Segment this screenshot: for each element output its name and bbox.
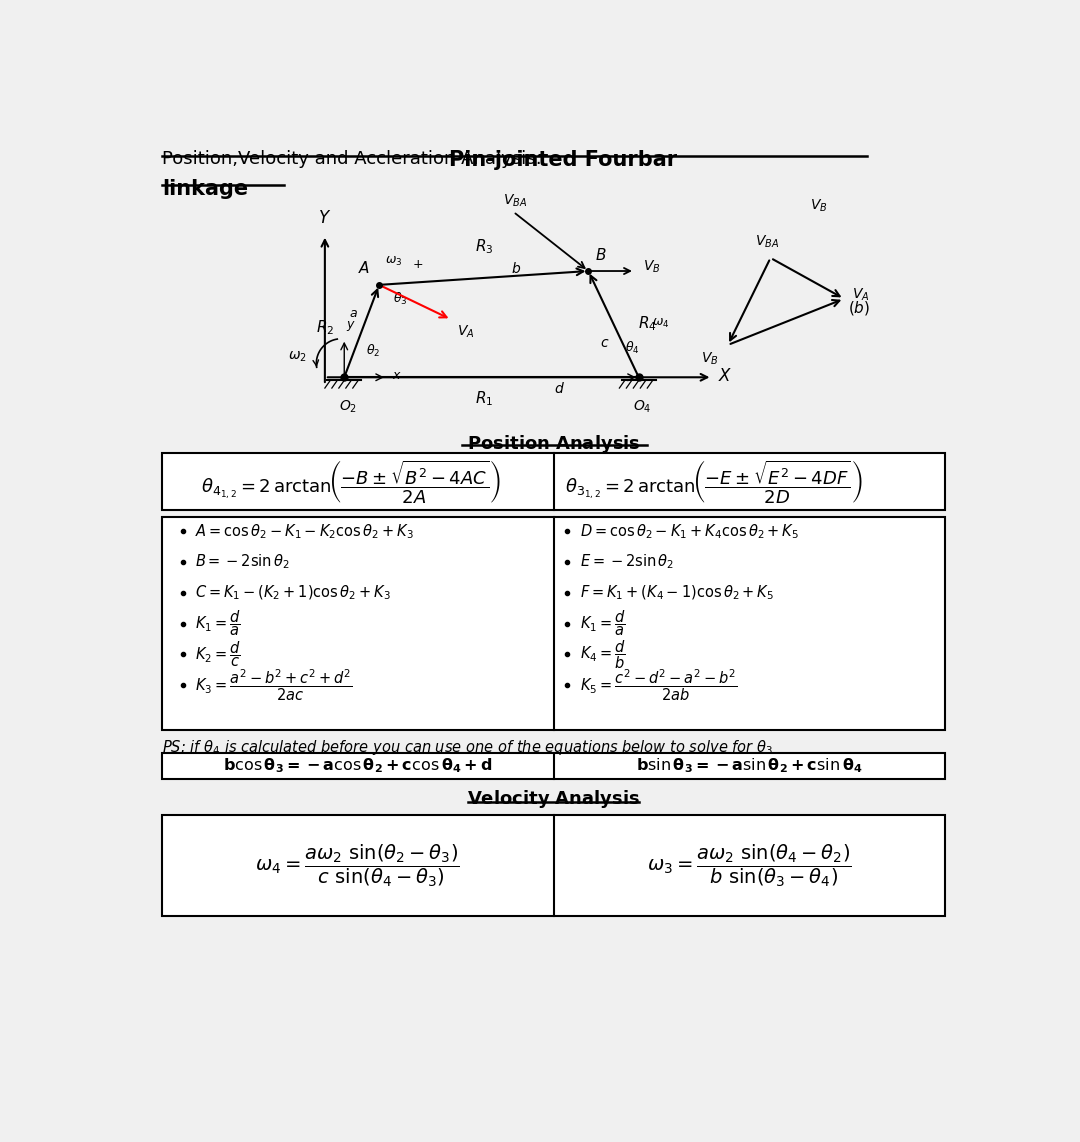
Text: $B = -2\sin\theta_2$: $B = -2\sin\theta_2$	[195, 553, 291, 571]
Text: $K_1 = \dfrac{d}{a}$: $K_1 = \dfrac{d}{a}$	[195, 609, 241, 638]
Bar	[162, 452, 945, 509]
Text: $V_B$: $V_B$	[643, 259, 660, 275]
Text: $R_4$: $R_4$	[638, 315, 657, 333]
Text: $\omega_4$: $\omega_4$	[651, 316, 670, 330]
Text: $\mathbf{Position\ Analysis}$: $\mathbf{Position\ Analysis}$	[467, 433, 640, 455]
Text: $V_{BA}$: $V_{BA}$	[755, 234, 779, 250]
Text: $B$: $B$	[595, 248, 606, 264]
Text: $V_B$: $V_B$	[701, 351, 718, 368]
Text: $x$: $x$	[392, 369, 402, 383]
Text: $R_1$: $R_1$	[474, 388, 492, 408]
Text: $\mathbf{Velocity\ Analysis}$: $\mathbf{Velocity\ Analysis}$	[467, 788, 640, 811]
Text: $K_1 = \dfrac{d}{a}$: $K_1 = \dfrac{d}{a}$	[580, 609, 625, 638]
Bar	[162, 517, 945, 730]
Text: $R_3$: $R_3$	[474, 238, 492, 257]
Text: $V_{BA}$: $V_{BA}$	[502, 193, 527, 209]
Text: $\theta_3$: $\theta_3$	[393, 291, 407, 307]
Bar	[162, 814, 945, 916]
Text: $+$: $+$	[411, 258, 423, 271]
Text: $d$: $d$	[554, 381, 565, 396]
Text: $(b)$: $(b)$	[848, 299, 870, 317]
Text: $\omega_3 = \dfrac{a\omega_2\ \sin(\theta_4 - \theta_2)}{b\ \sin(\theta_3 - \the: $\omega_3 = \dfrac{a\omega_2\ \sin(\thet…	[647, 842, 851, 888]
Text: PS: if $\theta_4$ is calculated before you can use one of the equations below to: PS: if $\theta_4$ is calculated before y…	[162, 738, 773, 757]
Text: $K_3 = \dfrac{a^2 - b^2 + c^2 + d^2}{2ac}$: $K_3 = \dfrac{a^2 - b^2 + c^2 + d^2}{2ac…	[195, 668, 353, 703]
Text: Pin-jointed Fourbar: Pin-jointed Fourbar	[449, 150, 677, 170]
Text: $y$: $y$	[346, 319, 355, 332]
Text: $K_2 = \dfrac{d}{c}$: $K_2 = \dfrac{d}{c}$	[195, 640, 241, 669]
Text: linkage: linkage	[162, 178, 248, 199]
Text: $O_4$: $O_4$	[633, 399, 652, 416]
Text: $\theta_{3_{1,2}} = 2\,\mathrm{arctan}\!\left(\dfrac{-E \pm \sqrt{E^2 - 4DF}}{2D: $\theta_{3_{1,2}} = 2\,\mathrm{arctan}\!…	[565, 458, 863, 505]
Text: $\mathbf{b\cos\theta_3 = -a\cos\theta_2 + c\cos\theta_4 + d}$: $\mathbf{b\cos\theta_3 = -a\cos\theta_2 …	[224, 757, 492, 775]
Text: $\omega_4 = \dfrac{a\omega_2\ \sin(\theta_2 - \theta_3)}{c\ \sin(\theta_4 - \the: $\omega_4 = \dfrac{a\omega_2\ \sin(\thet…	[256, 842, 460, 888]
Text: $c$: $c$	[600, 336, 610, 349]
Text: $K_5 = \dfrac{c^2 - d^2 - a^2 - b^2}{2ab}$: $K_5 = \dfrac{c^2 - d^2 - a^2 - b^2}{2ab…	[580, 668, 738, 703]
Text: $A$: $A$	[357, 259, 369, 275]
Text: $V_A$: $V_A$	[458, 323, 475, 340]
Text: $F = K_1 + (K_4 - 1)\cos\theta_2 + K_5$: $F = K_1 + (K_4 - 1)\cos\theta_2 + K_5$	[580, 584, 774, 602]
Text: $\theta_4$: $\theta_4$	[625, 339, 639, 355]
Text: $A = \cos\theta_2 - K_1 - K_2\cos\theta_2 + K_3$: $A = \cos\theta_2 - K_1 - K_2\cos\theta_…	[195, 522, 414, 540]
Text: $K_4 = \dfrac{d}{b}$: $K_4 = \dfrac{d}{b}$	[580, 638, 625, 670]
Text: $R_2$: $R_2$	[316, 317, 335, 337]
Bar	[162, 753, 945, 779]
Text: $Y$: $Y$	[319, 209, 332, 227]
Text: Position,Velocity and Accleration Analysis:: Position,Velocity and Accleration Analys…	[162, 150, 548, 168]
Text: $C = K_1 - (K_2 + 1)\cos\theta_2 + K_3$: $C = K_1 - (K_2 + 1)\cos\theta_2 + K_3$	[195, 584, 391, 602]
Text: $\omega_2$: $\omega_2$	[288, 351, 307, 364]
Text: $a$: $a$	[349, 307, 357, 320]
Text: $D = \cos\theta_2 - K_1 + K_4\cos\theta_2 + K_5$: $D = \cos\theta_2 - K_1 + K_4\cos\theta_…	[580, 522, 799, 540]
Text: $X$: $X$	[718, 367, 732, 385]
Text: $\omega_3$: $\omega_3$	[386, 255, 403, 268]
Text: $E = -2\sin\theta_2$: $E = -2\sin\theta_2$	[580, 553, 674, 571]
Text: $\theta_2$: $\theta_2$	[365, 343, 380, 359]
Text: $b$: $b$	[511, 262, 521, 276]
Text: $O_2$: $O_2$	[339, 399, 357, 416]
Text: $\mathbf{b\sin\theta_3 = -a\sin\theta_2 + c\sin\theta_4}$: $\mathbf{b\sin\theta_3 = -a\sin\theta_2 …	[636, 757, 863, 775]
Text: $V_B$: $V_B$	[810, 198, 827, 214]
Text: $\theta_{4_{1,2}} = 2\,\mathrm{arctan}\!\left(\dfrac{-B \pm \sqrt{B^2 - 4AC}}{2A: $\theta_{4_{1,2}} = 2\,\mathrm{arctan}\!…	[201, 458, 501, 505]
Text: $V_A$: $V_A$	[852, 287, 869, 303]
